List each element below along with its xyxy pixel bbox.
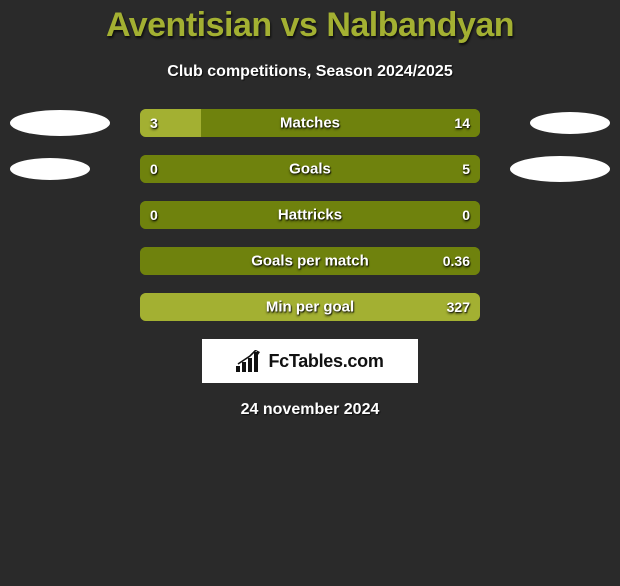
- stat-label: Matches: [280, 115, 340, 132]
- stat-value-right: 327: [447, 299, 470, 315]
- stat-value-right: 5: [462, 161, 470, 177]
- team-marker-right: [530, 112, 610, 134]
- stat-row: 0 0 Hattricks: [0, 201, 620, 229]
- stat-row: 0.36 Goals per match: [0, 247, 620, 275]
- bar-segment-right: [201, 109, 480, 137]
- stat-label: Goals per match: [251, 253, 369, 270]
- team-marker-left: [10, 158, 90, 180]
- stat-value-right: 0.36: [443, 253, 470, 269]
- page-title: Aventisian vs Nalbandyan: [0, 6, 620, 45]
- stat-row: 3 14 Matches: [0, 109, 620, 137]
- logo-box: FcTables.com: [202, 339, 418, 383]
- stat-label: Goals: [289, 161, 331, 178]
- stat-rows: 3 14 Matches 0 5 Goals 0 0 Hattricks 0.36 Goals pe…: [0, 109, 620, 321]
- subtitle: Club competitions, Season 2024/2025: [0, 63, 620, 81]
- logo-icon: [236, 350, 264, 372]
- stat-label: Hattricks: [278, 207, 342, 224]
- stat-value-left: 3: [150, 115, 158, 131]
- stat-bar: 0 5 Goals: [140, 155, 480, 183]
- stat-row: 0 5 Goals: [0, 155, 620, 183]
- date-text: 24 november 2024: [0, 401, 620, 419]
- stat-bar: 0 0 Hattricks: [140, 201, 480, 229]
- stat-value-left: 0: [150, 161, 158, 177]
- stat-bar: 327 Min per goal: [140, 293, 480, 321]
- stat-value-right: 0: [462, 207, 470, 223]
- stat-bar: 3 14 Matches: [140, 109, 480, 137]
- stat-bar: 0.36 Goals per match: [140, 247, 480, 275]
- stat-value-left: 0: [150, 207, 158, 223]
- stat-value-right: 14: [454, 115, 470, 131]
- stat-row: 327 Min per goal: [0, 293, 620, 321]
- stat-label: Min per goal: [266, 299, 354, 316]
- team-marker-left: [10, 110, 110, 136]
- team-marker-right: [510, 156, 610, 182]
- logo-text: FcTables.com: [268, 351, 383, 372]
